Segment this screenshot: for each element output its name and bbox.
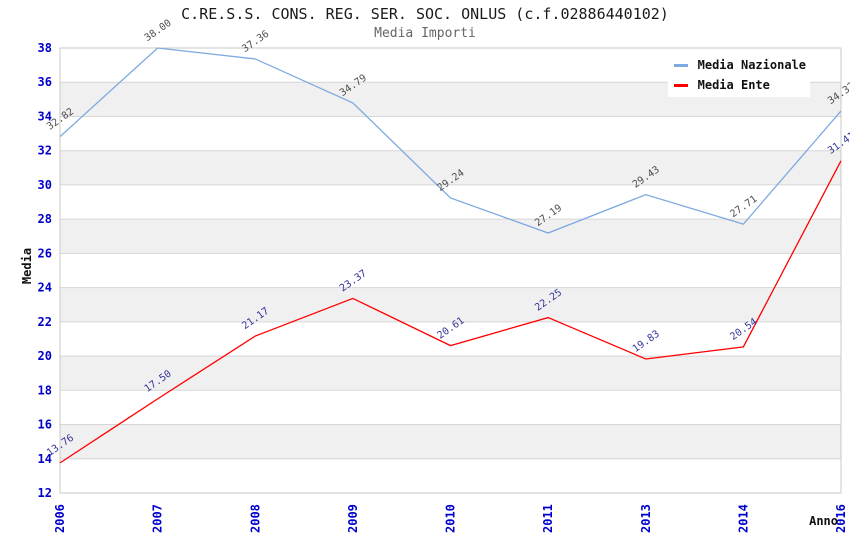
y-tick-label: 32 bbox=[38, 144, 52, 158]
data-point-label-media-ente: 19.83 bbox=[631, 329, 662, 355]
plot-border bbox=[59, 47, 842, 494]
x-tick-label: 2006 bbox=[53, 504, 67, 533]
legend-label: Media Nazionale bbox=[697, 58, 806, 72]
y-tick-label: 30 bbox=[38, 178, 52, 192]
y-axis-title: Media bbox=[20, 247, 34, 285]
data-point-label-media-nazionale: 37.36 bbox=[240, 29, 271, 55]
y-tick-label: 14 bbox=[38, 452, 52, 466]
grid-band bbox=[60, 287, 841, 322]
chart-title: C.RE.S.S. CONS. REG. SER. SOC. ONLUS (c.… bbox=[181, 5, 669, 23]
x-tick-label: 2007 bbox=[151, 504, 165, 533]
y-tick-label: 28 bbox=[38, 212, 52, 226]
legend-line-sample bbox=[673, 83, 688, 87]
x-tick-label: 2014 bbox=[736, 504, 750, 533]
x-tick-label: 2011 bbox=[541, 504, 555, 533]
x-tick-label: 2013 bbox=[639, 504, 653, 533]
y-tick-label: 12 bbox=[38, 486, 52, 500]
y-tick-label: 24 bbox=[38, 281, 52, 295]
x-tick-label: 2008 bbox=[248, 504, 262, 533]
grid-band bbox=[60, 219, 841, 254]
grid-band bbox=[60, 356, 841, 391]
legend-label: Media Ente bbox=[697, 78, 770, 92]
y-tick-label: 16 bbox=[38, 418, 52, 432]
y-tick-label: 26 bbox=[38, 246, 52, 260]
legend-line-sample bbox=[673, 63, 688, 67]
grid-band bbox=[60, 424, 841, 459]
legend-item: Media Nazionale bbox=[673, 55, 806, 75]
y-tick-label: 38 bbox=[38, 41, 52, 55]
legend: Media Nazionale Media Ente bbox=[667, 53, 810, 97]
data-point-label-media-nazionale: 27.71 bbox=[728, 194, 759, 220]
data-point-label-media-nazionale: 38.00 bbox=[143, 18, 174, 44]
series-line-media-ente bbox=[59, 160, 842, 464]
grid-band bbox=[60, 150, 841, 185]
y-tick-label: 22 bbox=[38, 315, 52, 329]
series-line-media-nazionale bbox=[59, 47, 842, 234]
legend-item: Media Ente bbox=[673, 75, 806, 95]
y-tick-label: 18 bbox=[38, 383, 52, 397]
x-tick-label: 2016 bbox=[834, 504, 848, 533]
x-tick-label: 2010 bbox=[444, 504, 458, 533]
y-tick-label: 34 bbox=[38, 109, 52, 123]
x-tick-label: 2009 bbox=[346, 504, 360, 533]
y-tick-label: 36 bbox=[38, 75, 52, 89]
chart-subtitle: Media Importi bbox=[374, 26, 476, 41]
y-tick-label: 20 bbox=[38, 349, 52, 363]
x-axis-title: Anno bbox=[809, 514, 838, 528]
